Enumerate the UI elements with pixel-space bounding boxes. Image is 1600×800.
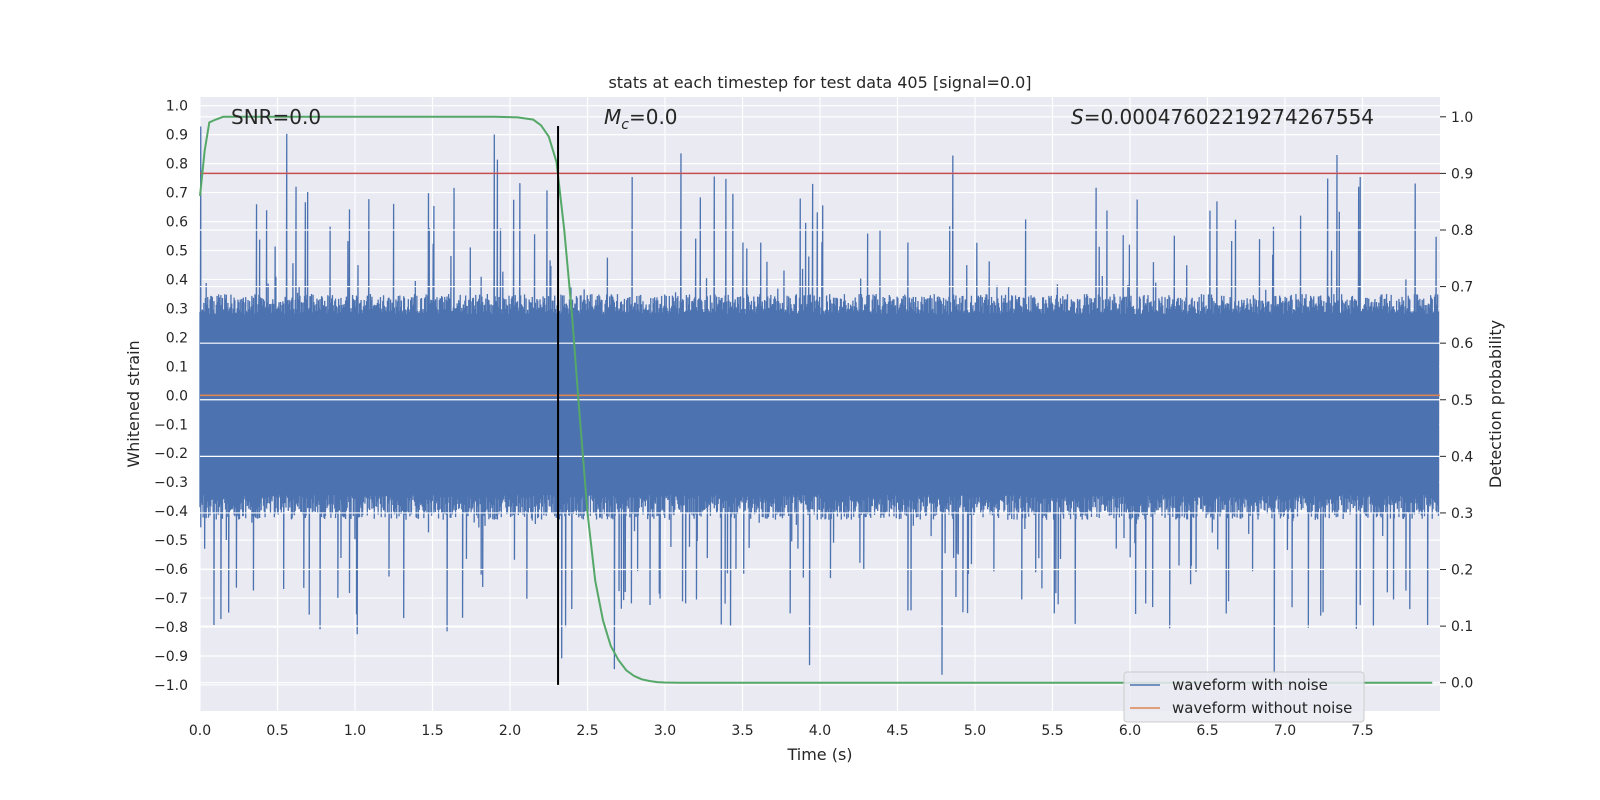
s-value: =0.00047602219274267554 <box>1084 105 1374 129</box>
y-tick-label: 0.6 <box>166 215 188 231</box>
y2-tick-label: 0.4 <box>1451 449 1473 465</box>
y-tick-label: 0.2 <box>166 330 188 346</box>
s-symbol: S <box>1071 105 1084 129</box>
x-tick-label: 1.5 <box>421 723 443 739</box>
snr-annotation: SNR=0.0 <box>231 105 321 129</box>
y2-tick-label: 0.9 <box>1451 166 1473 182</box>
y-tick-label: −0.4 <box>154 504 188 520</box>
y-tick-label: −0.3 <box>154 475 188 491</box>
tick-labels: 0.0 0.5 1.0 1.5 2.0 2.5 3.0 3.5 4.0 4.5 5.0 5.5 6.0 6… <box>154 99 1473 739</box>
y2-tick-label: 0.6 <box>1451 336 1473 352</box>
y-tick-label: −0.7 <box>154 591 188 607</box>
s-annotation: S=0.00047602219274267554 <box>1071 105 1374 129</box>
legend-label-clean: waveform without noise <box>1172 699 1352 717</box>
x-tick-label: 3.5 <box>731 723 753 739</box>
y-tick-label: 0.5 <box>166 244 188 260</box>
legend: waveform with noise waveform without noi… <box>1123 671 1365 723</box>
y-tick-label: 1.0 <box>166 99 188 115</box>
mc-symbol: M <box>604 105 621 129</box>
noise-waveform-path <box>199 126 1440 675</box>
y-tick-label: −0.9 <box>154 649 188 665</box>
y-tick-label: −1.0 <box>154 678 188 694</box>
y2-tick-label: 0.1 <box>1451 619 1473 635</box>
x-tick-label: 5.5 <box>1041 723 1063 739</box>
x-tick-label: 4.5 <box>886 723 908 739</box>
x-tick-label: 7.5 <box>1351 723 1373 739</box>
x-tick-label: 2.5 <box>576 723 598 739</box>
x-tick-label: 6.0 <box>1119 723 1141 739</box>
y-axis-label: Whitened strain <box>124 340 143 467</box>
legend-box <box>1123 671 1365 723</box>
y-tick-label: −0.8 <box>154 620 188 636</box>
y-tick-label: −0.6 <box>154 562 188 578</box>
series-detection-probability <box>199 115 1433 684</box>
y-tick-label: 0.3 <box>166 301 188 317</box>
y2-tick-label: 0.5 <box>1451 393 1473 409</box>
x-tick-label: 0.0 <box>189 723 211 739</box>
probability-curve <box>199 115 1433 684</box>
mc-value: =0.0 <box>629 105 678 129</box>
y2-tick-label: 0.7 <box>1451 280 1473 296</box>
y2-tick-label: 1.0 <box>1451 110 1473 126</box>
x-axis-label: Time (s) <box>786 745 852 764</box>
x-tick-label: 0.5 <box>266 723 288 739</box>
x-tick-label: 4.0 <box>809 723 831 739</box>
chirp-mass-annotation: Mc=0.0 <box>604 105 678 133</box>
x-tick-label: 5.0 <box>964 723 986 739</box>
y-tick-label: 0.4 <box>166 272 188 288</box>
y-tick-label: 0.1 <box>166 359 188 375</box>
y2-tick-label: 0.3 <box>1451 506 1473 522</box>
y-tick-label: 0.8 <box>166 157 188 173</box>
x-tick-label: 7.0 <box>1274 723 1296 739</box>
x-tick-label: 1.0 <box>344 723 366 739</box>
legend-label-noise: waveform with noise <box>1172 676 1328 694</box>
y-tick-label: 0.9 <box>166 128 188 144</box>
x-tick-label: 6.5 <box>1196 723 1218 739</box>
chart-title: stats at each timestep for test data 405… <box>608 73 1031 92</box>
y-tick-label: −0.5 <box>154 533 188 549</box>
y2-axis-label: Detection probability <box>1486 320 1505 488</box>
y-tick-label: 0.7 <box>166 186 188 202</box>
x-tick-label: 3.0 <box>654 723 676 739</box>
x-tick-label: 2.0 <box>499 723 521 739</box>
y2-tick-label: 0.2 <box>1451 563 1473 579</box>
y-tick-label: −0.2 <box>154 446 188 462</box>
y-tick-label: −0.1 <box>154 417 188 433</box>
y2-tick-label: 0.8 <box>1451 223 1473 239</box>
y-tick-label: 0.0 <box>166 388 188 404</box>
mc-subscript: c <box>621 117 629 133</box>
y2-tick-label: 0.0 <box>1451 676 1473 692</box>
